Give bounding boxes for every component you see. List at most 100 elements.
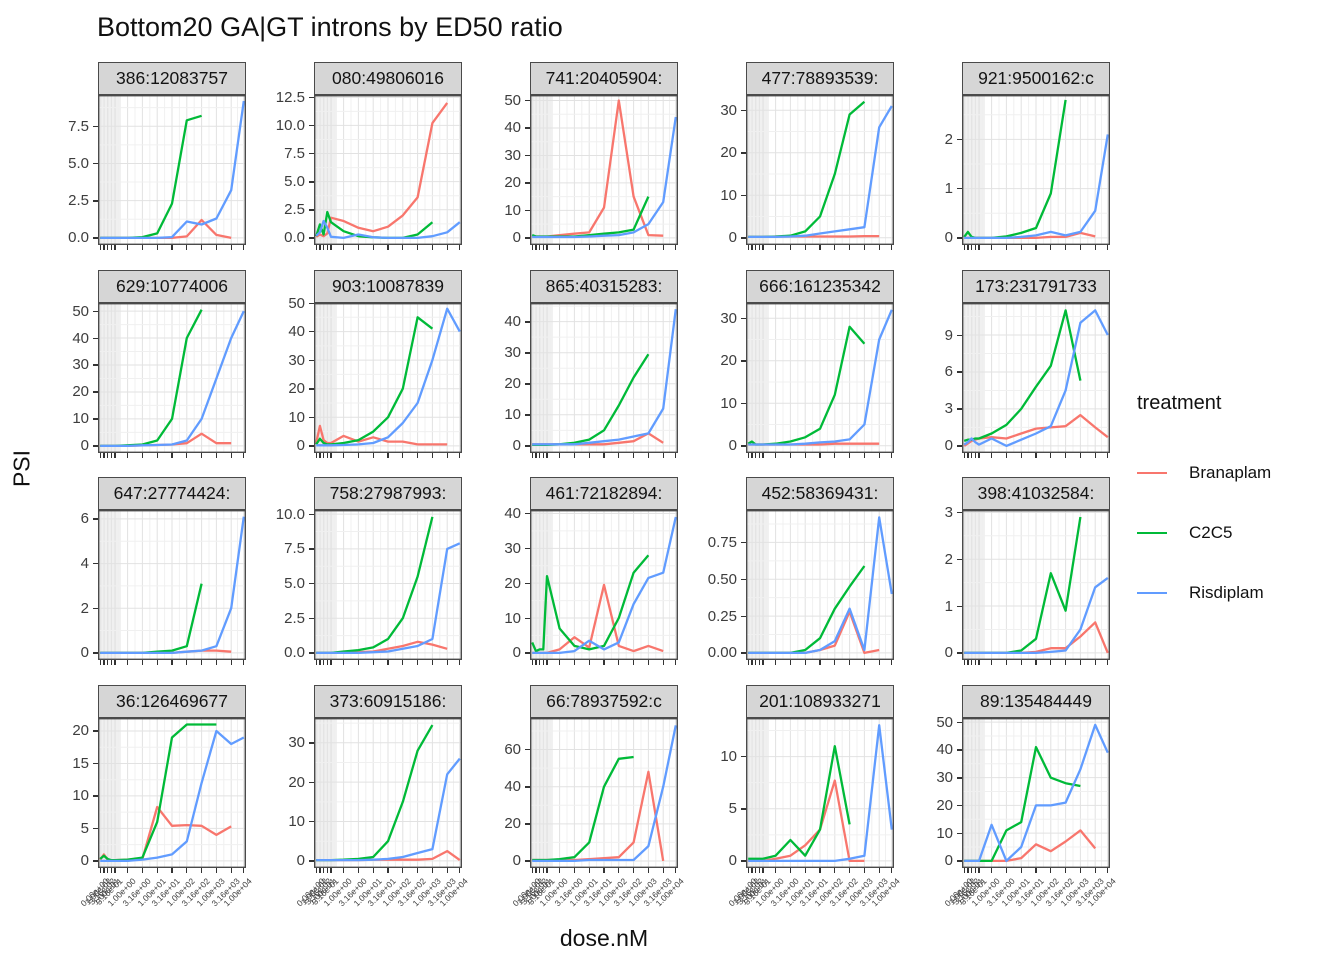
chart-title: Bottom20 GA|GT introns by ED50 ratio — [97, 12, 563, 42]
y-tick-label: 10 — [720, 748, 737, 766]
x-axis-tick — [106, 453, 109, 458]
x-axis-tick — [647, 245, 650, 250]
x-axis-tick — [319, 868, 321, 873]
x-axis-tick — [110, 245, 112, 250]
y-tick-label: 1 — [944, 180, 953, 198]
x-axis-tick — [978, 868, 980, 873]
x-axis-tick — [431, 868, 434, 873]
x-axis-tick — [156, 453, 158, 458]
x-axis-tick — [747, 868, 749, 873]
y-tick-label: 0 — [80, 437, 89, 455]
y-axis-tick — [93, 337, 98, 339]
series-line-risdiplam — [532, 725, 677, 863]
y-axis-tick — [525, 414, 530, 416]
x-axis-tick — [1064, 245, 1067, 250]
facet-strip: 89:135484449 — [962, 685, 1110, 718]
x-axis-tick — [1079, 245, 1082, 250]
y-tick-label: 20 — [720, 144, 737, 162]
x-axis-tick — [573, 660, 576, 665]
x-axis-tick — [230, 453, 232, 458]
facet-strip: 36:126469677 — [98, 685, 246, 718]
y-axis-tick — [525, 237, 530, 239]
x-axis-tick — [558, 245, 561, 250]
x-axis-tick — [974, 660, 976, 665]
facet-panel — [314, 303, 462, 453]
x-axis-tick — [789, 245, 792, 250]
y-axis-tick — [525, 512, 530, 515]
x-axis-tick — [1064, 453, 1067, 458]
gridlines — [530, 95, 678, 245]
y-axis-tick — [309, 359, 314, 362]
y-axis-tick — [741, 445, 746, 447]
y-axis-tick — [741, 360, 746, 362]
facet-strip: 903:10087839 — [314, 270, 462, 303]
x-axis-tick — [171, 245, 173, 250]
x-axis-tick — [819, 868, 821, 873]
facet-title: 201:108933271 — [759, 691, 881, 711]
x-axis-tick — [1107, 245, 1109, 250]
facet-panel — [746, 510, 894, 660]
y-axis-tick — [525, 352, 530, 354]
x-axis-tick — [416, 453, 419, 458]
facet-strip: 921:9500162:c — [962, 62, 1110, 95]
gridlines — [98, 510, 246, 660]
x-axis-tick — [891, 868, 893, 873]
facet-panel — [98, 510, 246, 660]
y-tick-label: 40 — [504, 119, 521, 137]
y-axis-tick — [957, 721, 962, 724]
x-axis-tick — [186, 453, 188, 458]
x-axis-tick — [215, 453, 218, 458]
x-axis-tick — [588, 868, 590, 873]
x-axis-tick — [990, 453, 993, 458]
y-axis-tick — [93, 518, 98, 520]
x-axis-tick — [848, 868, 851, 873]
y-tick-label: 0 — [728, 229, 737, 247]
y-tick-label: 5.0 — [68, 154, 89, 172]
y-axis-tick — [741, 808, 746, 810]
y-axis-tick — [525, 383, 530, 385]
y-tick-label: 0.0 — [284, 644, 305, 662]
y-axis-tick — [309, 548, 314, 550]
x-axis-tick — [762, 245, 764, 250]
facet-strip: 66:78937592:c — [530, 685, 678, 718]
series-line-risdiplam — [964, 576, 1109, 655]
x-axis-tick — [342, 660, 345, 665]
x-axis-tick — [215, 868, 218, 873]
y-axis-tick — [93, 237, 98, 239]
facet-strip: 386:12083757 — [98, 62, 246, 95]
y-tick-label: 6 — [944, 363, 953, 381]
x-axis-tick — [542, 453, 544, 458]
y-tick-label: 40 — [288, 323, 305, 341]
x-axis-tick — [126, 868, 129, 873]
x-axis-tick — [990, 868, 993, 873]
x-axis-tick — [1050, 453, 1052, 458]
x-axis-tick — [662, 453, 664, 458]
x-axis-tick — [789, 453, 792, 458]
y-axis-tick — [525, 749, 530, 751]
y-tick-label: 40 — [504, 313, 521, 331]
x-axis-tick — [1050, 245, 1052, 250]
facet-title: 452:58369431: — [761, 483, 879, 503]
x-axis-tick — [357, 245, 360, 250]
facet-title: 741:20405904: — [545, 68, 663, 88]
y-axis-tick — [741, 152, 746, 154]
x-axis-tick — [538, 245, 541, 250]
facet-title: 921:9500162:c — [978, 68, 1094, 88]
x-axis-tick — [675, 245, 677, 250]
y-tick-label: 40 — [504, 504, 521, 522]
y-tick-label: 5.0 — [284, 173, 305, 191]
facet-strip: 201:108933271 — [746, 685, 894, 718]
x-axis-tick — [758, 660, 760, 665]
y-axis-tick — [525, 127, 530, 129]
y-tick-label: 40 — [72, 329, 89, 347]
y-tick-label: 2.5 — [284, 201, 305, 219]
x-axis-tick — [558, 660, 561, 665]
x-axis-tick — [141, 868, 144, 873]
x-axis-tick — [315, 660, 317, 665]
x-axis-tick — [531, 245, 533, 250]
x-axis-tick — [542, 868, 544, 873]
x-axis-tick — [416, 245, 419, 250]
x-axis-tick — [546, 868, 548, 873]
y-tick-label: 15 — [72, 754, 89, 772]
series-line-risdiplam — [532, 516, 677, 655]
